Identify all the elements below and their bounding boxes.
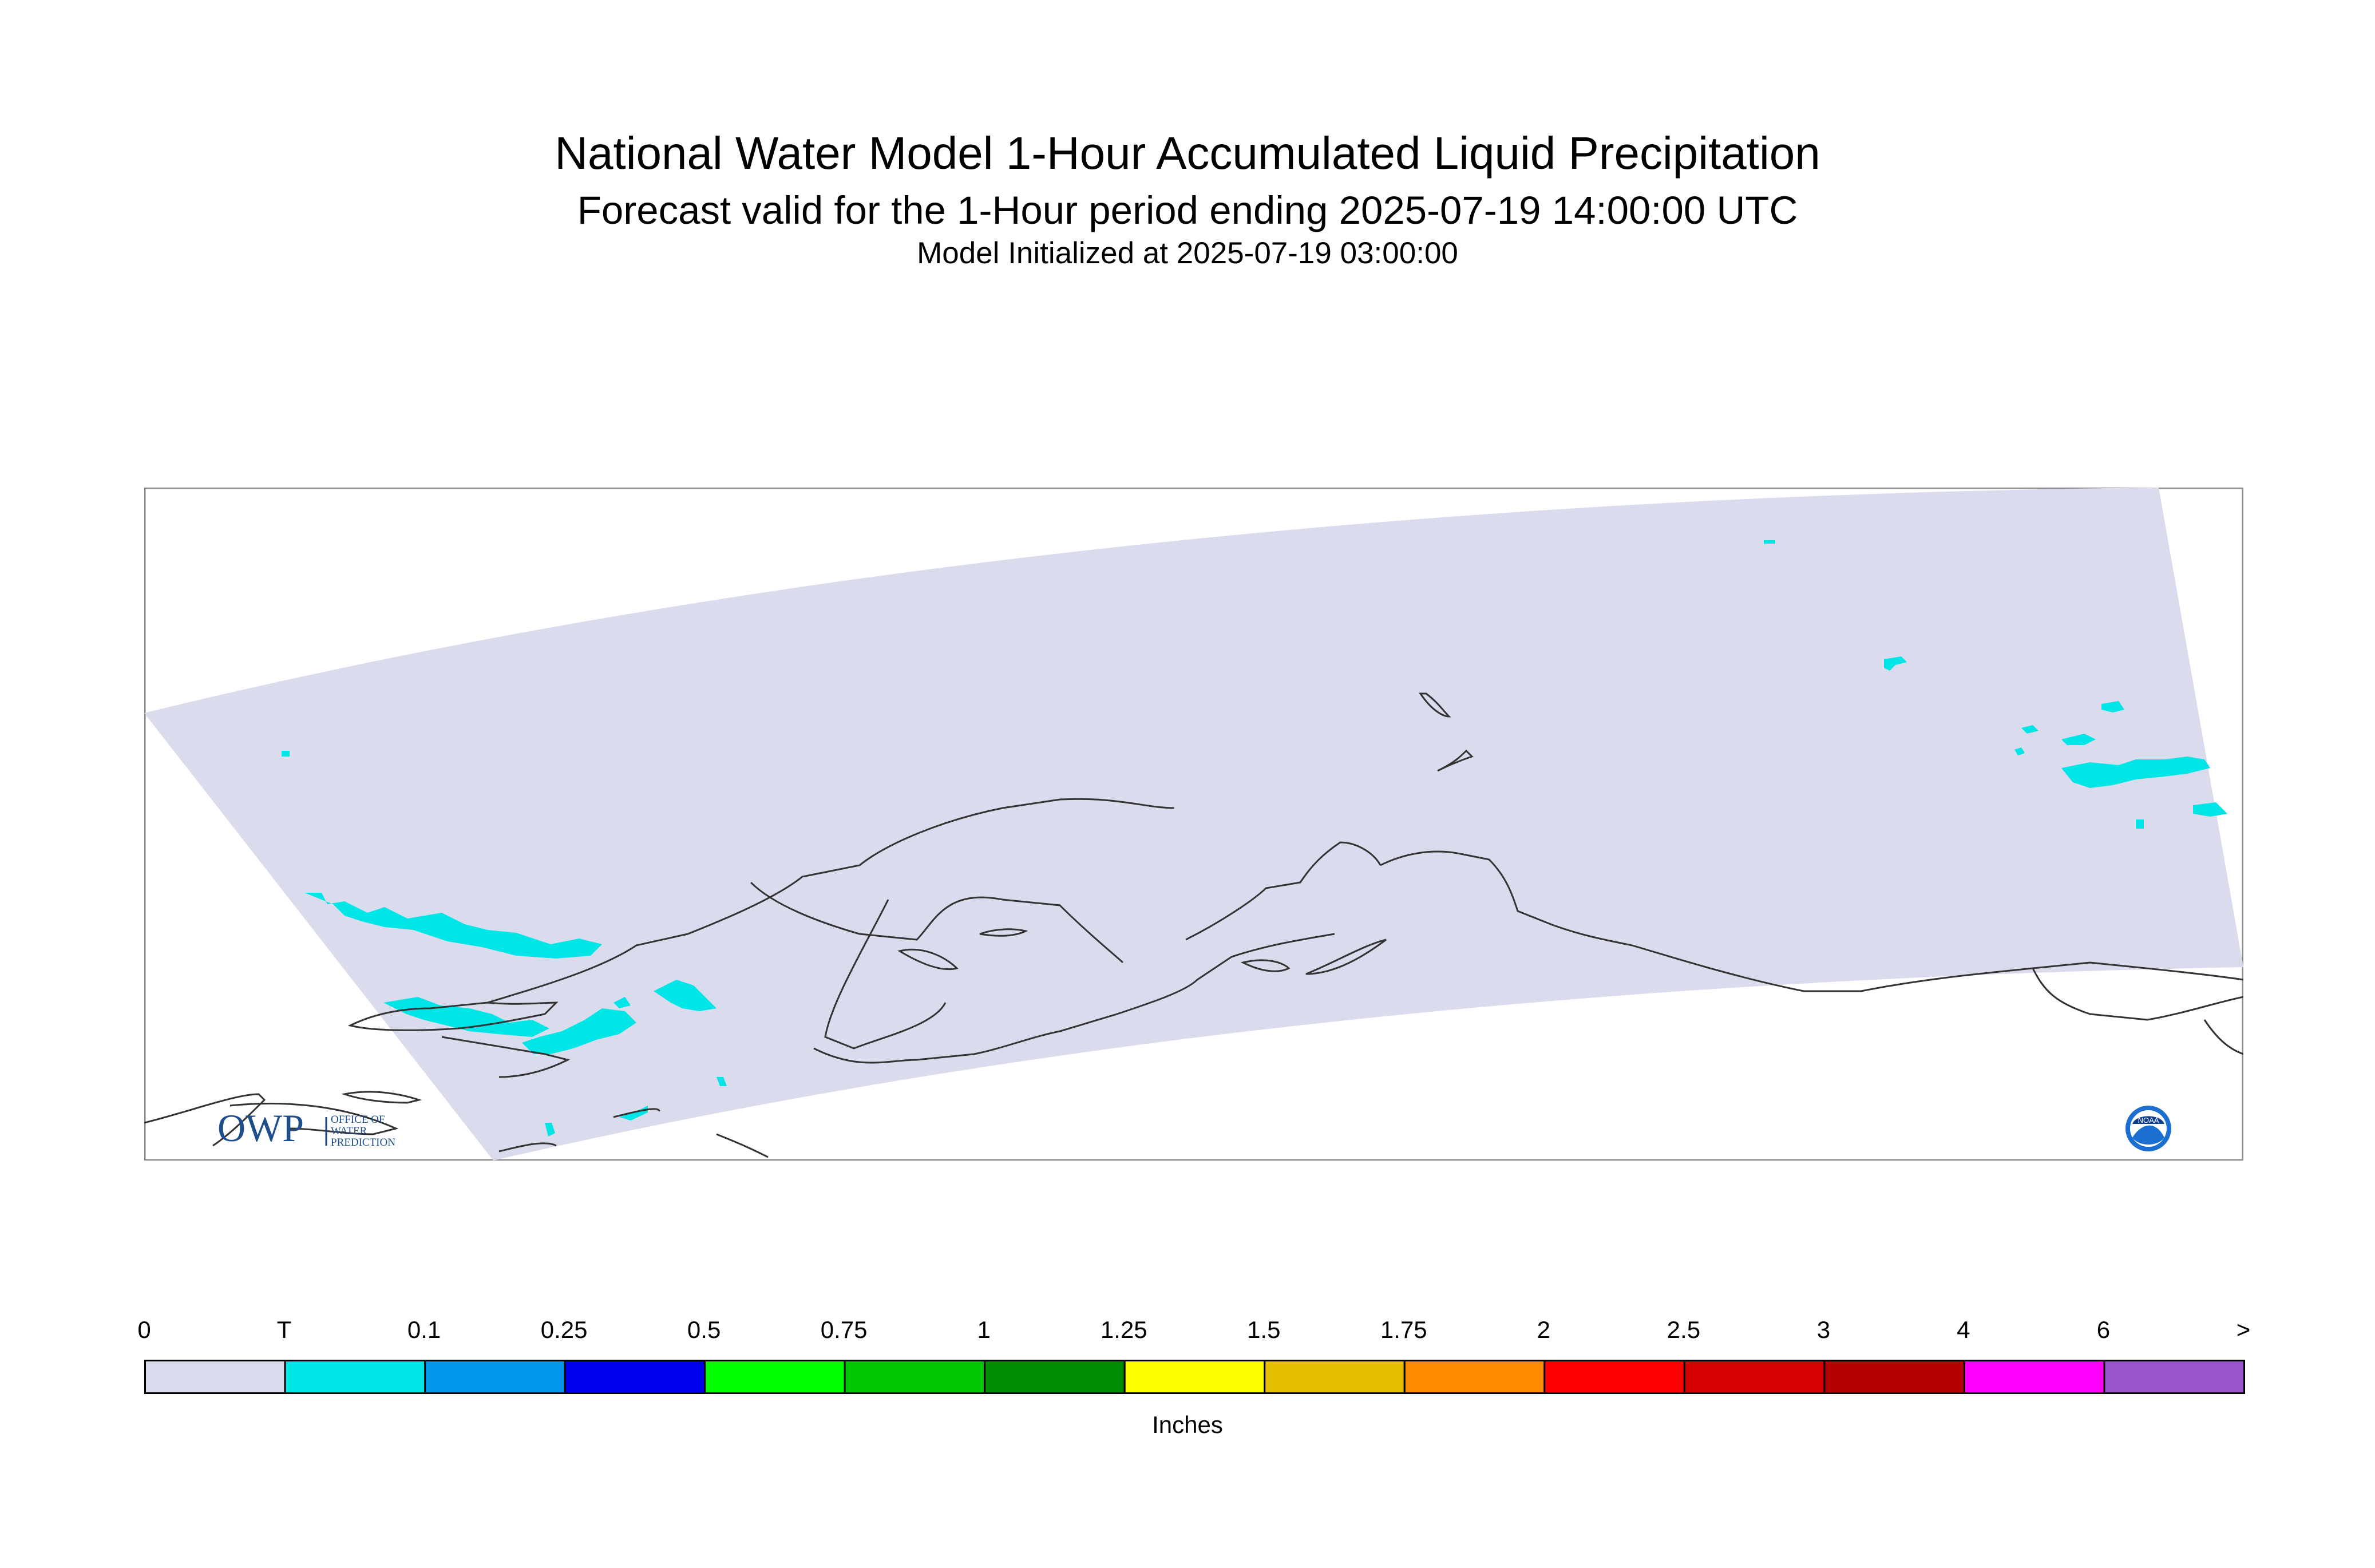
legend-swatch (1683, 1360, 1826, 1394)
legend-tick-label: 1 (977, 1316, 991, 1343)
legend-tick-label: 0.25 (540, 1316, 588, 1343)
precipitation-map: OWP OFFICE OF WATER PREDICTION NOAA (144, 488, 2243, 1161)
legend-tick-label: 0.5 (687, 1316, 721, 1343)
svg-text:OWP: OWP (217, 1106, 304, 1150)
legend-units-label: Inches (1152, 1411, 1223, 1438)
legend-tick-label: 1.25 (1100, 1316, 1147, 1343)
owp-logo: OWP OFFICE OF WATER PREDICTION (217, 1106, 395, 1150)
legend-swatch (1123, 1360, 1266, 1394)
svg-text:OFFICE OF: OFFICE OF (331, 1114, 385, 1126)
svg-text:PREDICTION: PREDICTION (331, 1137, 395, 1149)
legend-swatch (424, 1360, 566, 1394)
legend-swatch (2103, 1360, 2245, 1394)
coastline-outlines (144, 692, 2243, 1158)
forecast-valid-subtitle: Forecast valid for the 1-Hour period end… (577, 188, 1798, 232)
legend-swatch (1963, 1360, 2105, 1394)
legend-tick-labels: 0 T 0.1 0.25 0.5 0.75 1 1.25 1.5 1.75 2 2.5 3 4 6 > (0, 1316, 2375, 1351)
legend-tick-label: > (2236, 1316, 2251, 1343)
legend-swatch (844, 1360, 986, 1394)
legend-tick-label: 4 (1957, 1316, 1970, 1343)
model-init-subtitle: Model Initialized at 2025-07-19 03:00:00 (917, 236, 1458, 270)
legend-tick-label: 2 (1537, 1316, 1551, 1343)
legend-color-bar (144, 1360, 2245, 1394)
legend-tick-label: 6 (2096, 1316, 2111, 1343)
legend-tick-label: 0.1 (407, 1316, 441, 1343)
legend-swatch (564, 1360, 706, 1394)
legend-swatch (1264, 1360, 1406, 1394)
legend-tick-label: T (276, 1316, 292, 1343)
legend-swatch (1823, 1360, 1965, 1394)
legend-tick-label: 1.75 (1380, 1316, 1427, 1343)
legend-tick-label: 1.5 (1247, 1316, 1281, 1343)
legend-tick-label: 3 (1816, 1316, 1831, 1343)
legend-tick-label: 0.75 (820, 1316, 868, 1343)
legend-swatch (704, 1360, 846, 1394)
svg-text:WATER: WATER (331, 1125, 367, 1137)
legend-swatch (284, 1360, 426, 1394)
legend-swatch (984, 1360, 1126, 1394)
legend-swatch (144, 1360, 286, 1394)
svg-text:NOAA: NOAA (2138, 1116, 2159, 1124)
legend-swatch (1403, 1360, 1546, 1394)
legend-swatch (1543, 1360, 1685, 1394)
precipitation-trace-areas (282, 540, 2227, 1137)
chart-title: National Water Model 1-Hour Accumulated … (555, 128, 1820, 179)
noaa-logo: NOAA (2125, 1106, 2171, 1151)
legend-tick-label: 2.5 (1667, 1316, 1701, 1343)
legend-tick-label: 0 (137, 1316, 151, 1343)
